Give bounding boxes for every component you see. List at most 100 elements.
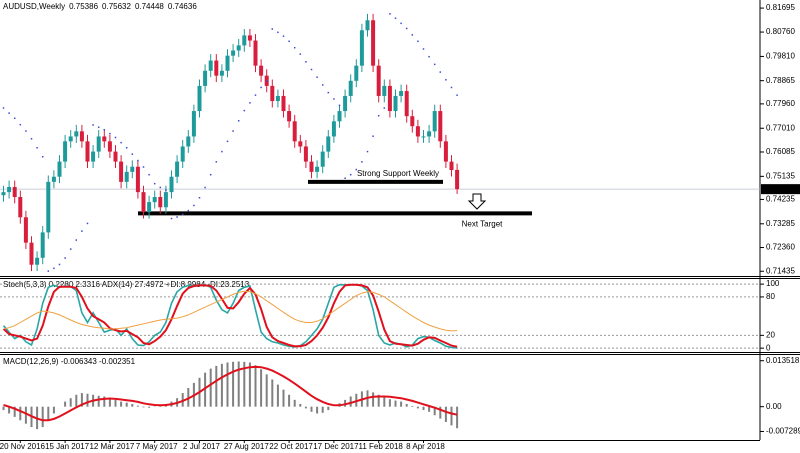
x-tick-label: 27 Aug 2017 xyxy=(224,442,269,451)
candle-body xyxy=(18,196,23,218)
candle-body xyxy=(320,151,325,167)
macd-bar xyxy=(232,361,235,407)
sar-dot xyxy=(237,120,240,122)
candle-body xyxy=(275,95,280,102)
sar-dot xyxy=(193,204,195,207)
candle-body xyxy=(432,111,437,132)
sar-dot xyxy=(271,28,274,30)
candle-body xyxy=(354,65,359,81)
sar-dot xyxy=(333,98,335,100)
macd-bar xyxy=(69,398,72,407)
level-label: Next Target xyxy=(462,220,504,229)
candle-body xyxy=(191,111,196,137)
sar-dot xyxy=(383,107,386,109)
candle-body xyxy=(331,121,336,137)
candle-body xyxy=(74,131,79,137)
macd-bar xyxy=(209,368,212,407)
sar-dot xyxy=(198,197,201,199)
macd-bar xyxy=(316,406,319,414)
last-low: 0.74448 xyxy=(135,2,164,11)
candle-body xyxy=(57,161,62,177)
candle-body xyxy=(231,50,236,56)
macd-bar xyxy=(310,406,313,412)
macd-bar xyxy=(19,406,22,421)
candle-body xyxy=(410,116,415,127)
y-tick-label: 0.80760 xyxy=(766,27,795,36)
sar-dot xyxy=(445,79,447,81)
macd-bar xyxy=(248,362,251,407)
macd-bar xyxy=(64,401,67,407)
sar-dot xyxy=(204,186,206,189)
sar-dot xyxy=(53,267,55,270)
candle-body xyxy=(399,91,404,96)
candle-body xyxy=(371,20,376,66)
macd-bar xyxy=(13,406,16,417)
sar-dot xyxy=(125,146,128,149)
x-tick-label: 22 Oct 2017 xyxy=(269,442,313,451)
sar-dot xyxy=(36,146,38,149)
sar-dot xyxy=(2,107,5,109)
candle-body xyxy=(63,141,68,162)
sar-dot xyxy=(288,40,290,43)
down-arrow-icon xyxy=(467,193,487,210)
candle-body xyxy=(309,161,314,172)
macd-bar xyxy=(41,406,44,428)
macd-header: MACD(12,26,9) -0.006343 -0.002351 xyxy=(3,357,136,366)
sar-dot xyxy=(321,84,324,86)
macd-bar xyxy=(327,406,330,411)
x-tick-label: 2 Jul 2017 xyxy=(183,442,220,451)
candle-body xyxy=(359,30,364,66)
macd-bar xyxy=(86,393,89,407)
last-high: 0.75632 xyxy=(102,2,131,11)
macd-bar xyxy=(349,396,352,407)
x-tick-label: 17 Dec 2017 xyxy=(313,442,359,451)
sar-dot xyxy=(13,117,16,119)
candle-body xyxy=(292,121,297,142)
sar-dot xyxy=(92,124,94,126)
macd-bar xyxy=(187,387,190,407)
y-tick-label: 0 xyxy=(766,343,771,352)
sar-dot xyxy=(338,104,341,107)
sar-dot xyxy=(47,270,50,272)
sar-dot xyxy=(299,53,302,55)
candle-body xyxy=(158,196,163,208)
candle-body xyxy=(130,166,135,172)
macd-bar xyxy=(75,394,78,407)
macd-bar xyxy=(108,398,111,407)
sar-dot xyxy=(282,35,285,37)
sar-dot xyxy=(243,109,246,112)
sar-dot xyxy=(254,94,257,96)
candle-body xyxy=(326,136,331,152)
macd-bar xyxy=(411,406,414,407)
sar-dot xyxy=(142,166,145,168)
sar-dot xyxy=(428,55,430,58)
macd-bar xyxy=(456,406,459,429)
candle-body xyxy=(147,202,152,213)
candle-body xyxy=(169,176,174,193)
macd-bar xyxy=(271,379,274,407)
macd-bar xyxy=(125,402,128,407)
candle-body xyxy=(365,20,370,31)
last-close: 0.74636 xyxy=(168,2,197,11)
candle-body xyxy=(236,45,241,51)
candle-body xyxy=(1,192,6,196)
macd-bar xyxy=(52,406,55,414)
macd-bar xyxy=(2,406,5,411)
candle-body xyxy=(152,196,157,203)
sar-dot xyxy=(153,182,156,185)
candle-body xyxy=(376,65,381,96)
sar-dot xyxy=(355,168,358,171)
macd-bar xyxy=(450,406,453,426)
sar-dot xyxy=(86,222,89,225)
macd-bar xyxy=(383,396,386,407)
sar-dot xyxy=(114,136,117,139)
y-tick-label: 0.81695 xyxy=(766,3,795,12)
candle-body xyxy=(337,111,342,122)
candle-body xyxy=(175,161,180,177)
macd-bar xyxy=(394,400,397,407)
candle-body xyxy=(247,35,252,41)
candle-body xyxy=(107,141,112,152)
macd-bar xyxy=(136,405,139,407)
